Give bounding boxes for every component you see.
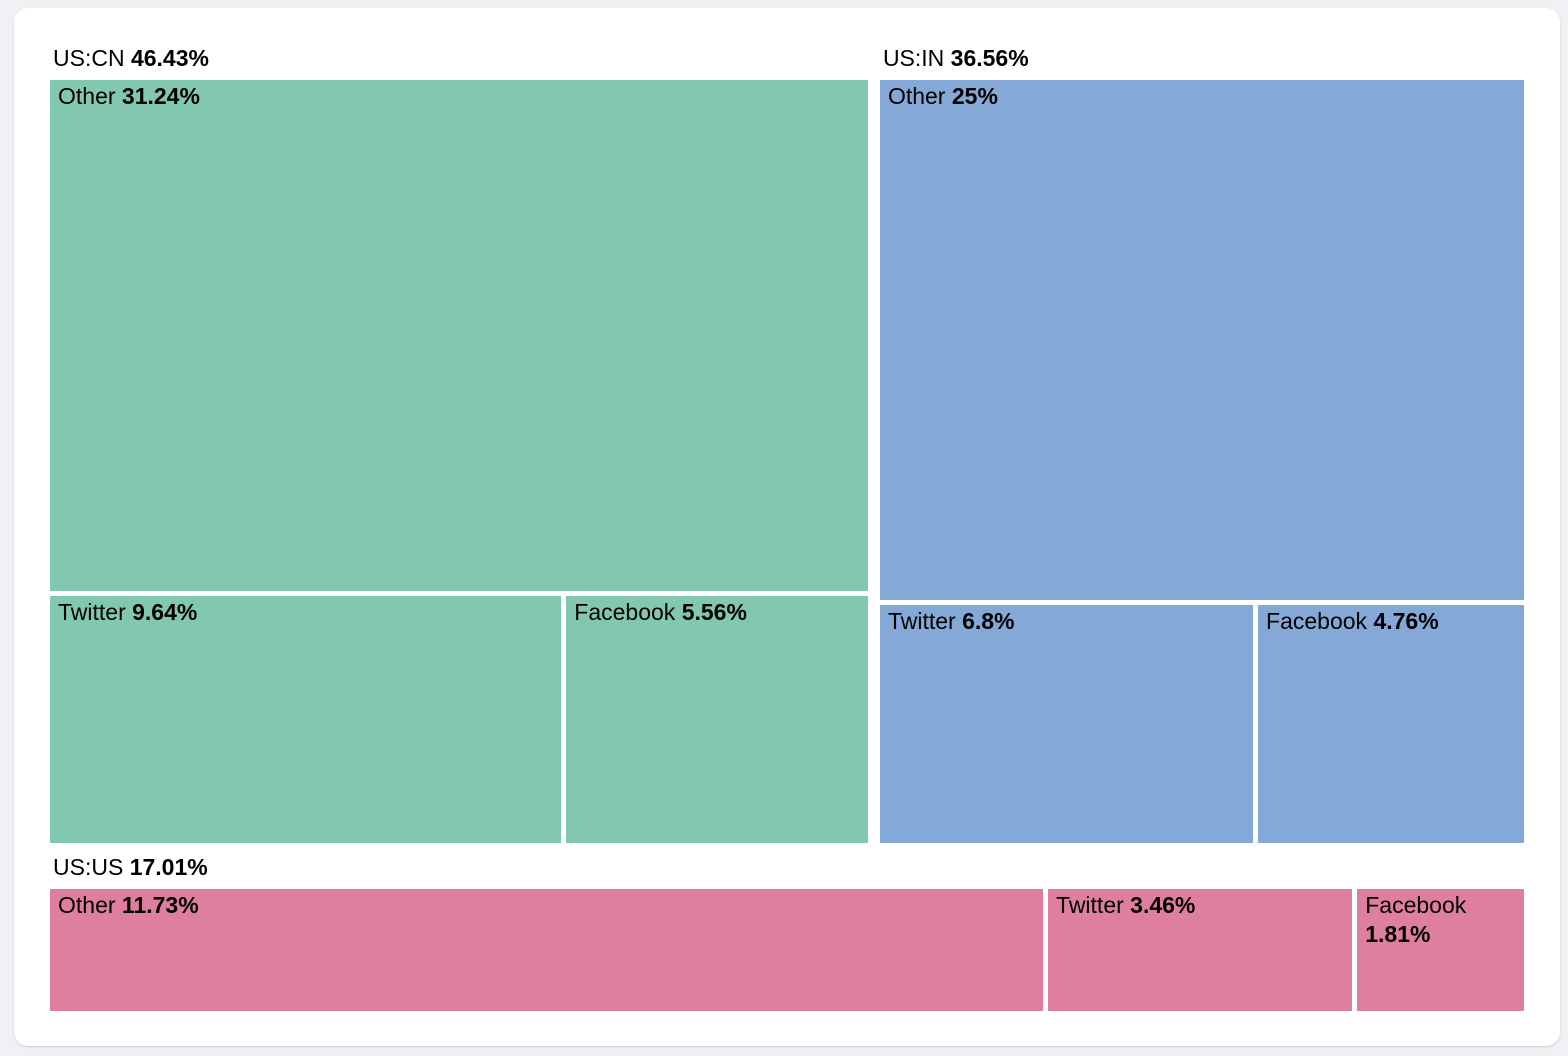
- group-us-cn-subrow: Twitter 9.64% Facebook 5.56%: [50, 596, 868, 843]
- cell-value: 6.8%: [962, 607, 1015, 634]
- cell-label: Other: [58, 83, 116, 109]
- group-label: US:US: [53, 854, 124, 880]
- cell-label: Twitter: [58, 599, 126, 626]
- cell-label: Twitter: [887, 607, 956, 634]
- cell-us-cn-facebook[interactable]: Facebook 5.56%: [566, 596, 868, 843]
- cell-us-cn-twitter[interactable]: Twitter 9.64%: [50, 596, 562, 843]
- group-body-us-in: Other 25% Twitter 6.8% Facebook 4.76%: [879, 80, 1524, 843]
- treemap-chart: US:CN 46.43% Other 31.24% Twitter 9.64%: [14, 8, 1560, 1046]
- group-header-us-cn: US:CN 46.43%: [50, 44, 868, 72]
- group-body-us-cn: Other 31.24% Twitter 9.64% Facebook 5.56…: [50, 80, 868, 843]
- cell-value: 4.76%: [1373, 607, 1439, 634]
- cell-value: 9.64%: [132, 599, 198, 626]
- cell-value: 1.81%: [1365, 921, 1431, 947]
- group-body-us-us: Other 11.73% Twitter 3.46% Facebook 1.81…: [50, 889, 1525, 1011]
- cell-value: 3.46%: [1130, 892, 1196, 918]
- cell-value: 31.24%: [121, 83, 200, 109]
- group-value: 17.01%: [129, 854, 208, 880]
- group-label: US:IN: [882, 45, 945, 71]
- cell-us-in-facebook[interactable]: Facebook 4.76%: [1258, 604, 1524, 843]
- group-header-us-us: US:US 17.01%: [50, 853, 1524, 881]
- cell-us-in-twitter[interactable]: Twitter 6.8%: [879, 604, 1254, 843]
- treemap-card: US:CN 46.43% Other 31.24% Twitter 9.64%: [14, 8, 1560, 1046]
- cell-label: Facebook: [1365, 892, 1467, 918]
- cell-us-us-other[interactable]: Other 11.73%: [50, 889, 1044, 1011]
- group-us-us: US:US 17.01% Other 11.73% Twitter 3.46% …: [50, 853, 1525, 1011]
- cell-us-us-facebook[interactable]: Facebook 1.81%: [1357, 889, 1525, 1011]
- group-value: 46.43%: [130, 45, 209, 71]
- cell-label: Other: [58, 892, 116, 918]
- group-value: 36.56%: [950, 45, 1029, 71]
- cell-us-in-other[interactable]: Other 25%: [879, 80, 1524, 600]
- treemap-top-section: US:CN 46.43% Other 31.24% Twitter 9.64%: [50, 44, 1524, 843]
- group-us-in: US:IN 36.56% Other 25% Twitter 6.8%: [879, 44, 1524, 843]
- cell-us-us-twitter[interactable]: Twitter 3.46%: [1048, 889, 1353, 1011]
- cell-value: 5.56%: [681, 599, 747, 626]
- cell-label: Other: [887, 83, 946, 109]
- group-us-in-subrow: Twitter 6.8% Facebook 4.76%: [879, 604, 1524, 843]
- group-header-us-in: US:IN 36.56%: [880, 44, 1524, 72]
- cell-label: Facebook: [1266, 607, 1368, 634]
- cell-label: Facebook: [574, 599, 676, 626]
- cell-us-cn-other[interactable]: Other 31.24%: [50, 80, 868, 592]
- cell-value: 11.73%: [121, 892, 199, 918]
- cell-label: Twitter: [1056, 892, 1124, 918]
- cell-value: 25%: [951, 83, 998, 109]
- group-label: US:CN: [53, 45, 125, 71]
- group-us-cn: US:CN 46.43% Other 31.24% Twitter 9.64%: [50, 44, 868, 843]
